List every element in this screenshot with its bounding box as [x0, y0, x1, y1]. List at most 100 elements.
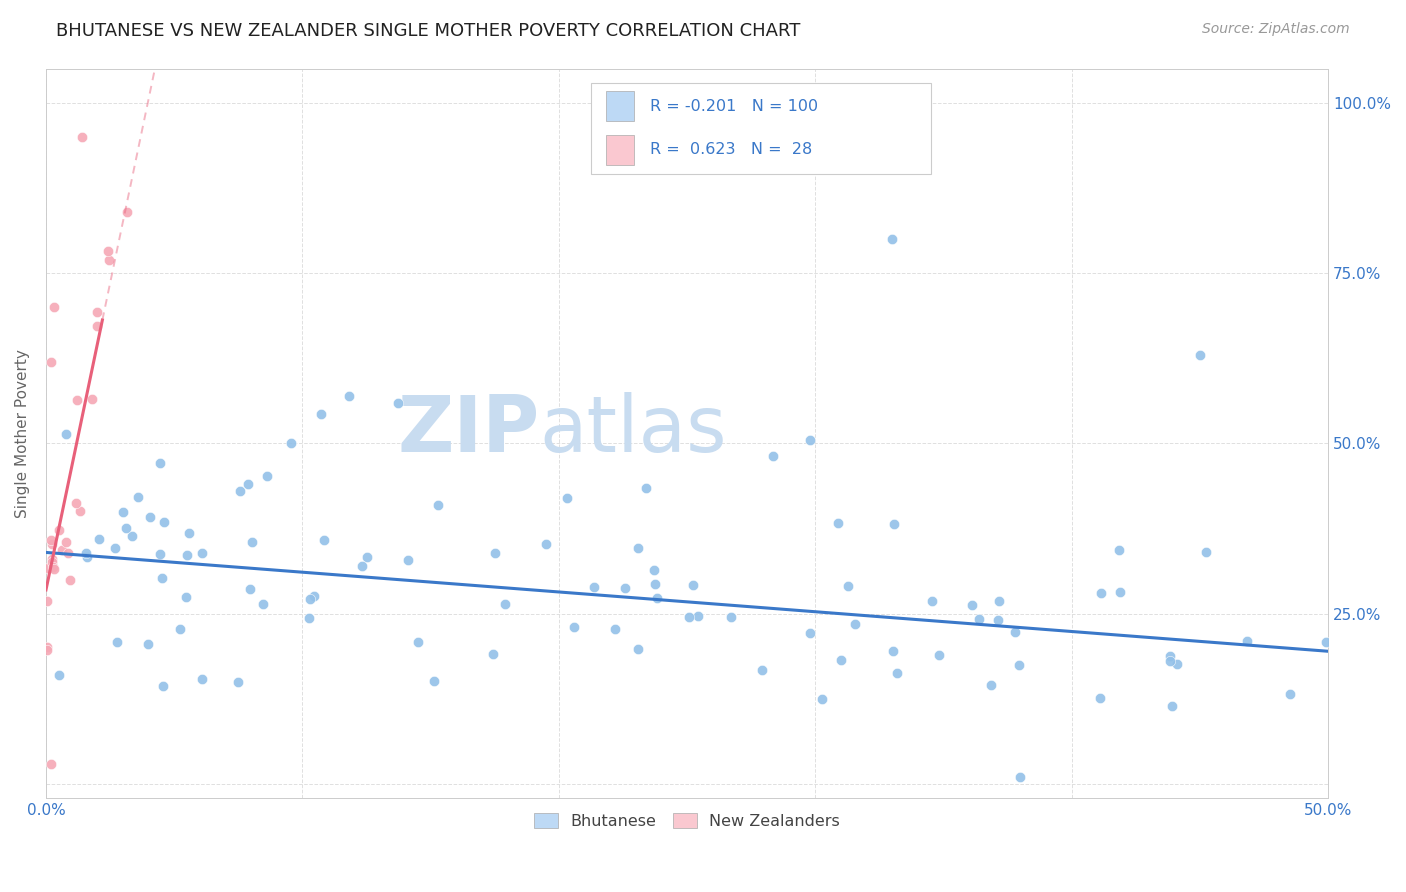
Text: Source: ZipAtlas.com: Source: ZipAtlas.com	[1202, 22, 1350, 37]
Y-axis label: Single Mother Poverty: Single Mother Poverty	[15, 349, 30, 517]
Point	[312, 533, 335, 547]
Point	[153, 515, 176, 529]
Point	[41, 537, 63, 551]
Point	[242, 535, 264, 549]
Point	[1004, 624, 1026, 639]
Point	[149, 547, 172, 561]
Point	[882, 232, 904, 246]
Point	[356, 550, 378, 565]
Point	[751, 663, 773, 677]
Point	[844, 616, 866, 631]
FancyBboxPatch shape	[591, 83, 931, 174]
Point	[720, 610, 742, 624]
Point	[1108, 542, 1130, 557]
Point	[236, 476, 259, 491]
Point	[1161, 699, 1184, 714]
Point	[190, 546, 212, 560]
Point	[678, 609, 700, 624]
Point	[582, 580, 605, 594]
Bar	[606, 135, 634, 165]
Point	[302, 590, 325, 604]
Point	[152, 679, 174, 693]
Point	[482, 648, 505, 662]
Point	[42, 300, 65, 314]
Point	[811, 691, 834, 706]
Point	[1315, 635, 1337, 649]
Point	[149, 456, 172, 470]
Point	[1278, 687, 1301, 701]
Point	[37, 643, 59, 657]
Point	[256, 469, 278, 483]
Point	[967, 612, 990, 626]
Point	[48, 523, 70, 537]
Point	[76, 550, 98, 565]
Text: R =  0.623   N =  28: R = 0.623 N = 28	[650, 143, 813, 157]
Point	[921, 594, 943, 608]
Point	[174, 590, 197, 604]
Point	[150, 571, 173, 585]
Point	[799, 626, 821, 640]
Text: ZIP: ZIP	[398, 392, 540, 467]
Point	[55, 426, 77, 441]
Text: BHUTANESE VS NEW ZEALANDER SINGLE MOTHER POVERTY CORRELATION CHART: BHUTANESE VS NEW ZEALANDER SINGLE MOTHER…	[56, 22, 800, 40]
Text: atlas: atlas	[540, 392, 727, 467]
Point	[1236, 633, 1258, 648]
Point	[799, 434, 821, 448]
Point	[534, 537, 557, 551]
Point	[1188, 348, 1211, 362]
Point	[928, 648, 950, 662]
Point	[69, 504, 91, 518]
Point	[115, 521, 138, 535]
Point	[177, 525, 200, 540]
Point	[41, 552, 63, 566]
Point	[1088, 691, 1111, 706]
Point	[886, 666, 908, 681]
Point	[827, 516, 849, 531]
Point	[66, 393, 89, 408]
Point	[299, 592, 322, 607]
Point	[688, 608, 710, 623]
Point	[337, 389, 360, 403]
Point	[603, 622, 626, 636]
Point	[883, 517, 905, 532]
Point	[1090, 586, 1112, 600]
Point	[987, 594, 1010, 608]
Legend: Bhutanese, New Zealanders: Bhutanese, New Zealanders	[527, 806, 846, 835]
Point	[48, 667, 70, 681]
Point	[37, 640, 59, 654]
Bar	[606, 91, 634, 121]
Point	[298, 611, 321, 625]
Point	[634, 481, 657, 495]
Point	[644, 576, 666, 591]
Point	[682, 578, 704, 592]
Point	[86, 305, 108, 319]
Point	[406, 635, 429, 649]
Point	[39, 354, 62, 368]
Point	[555, 491, 578, 505]
Point	[426, 498, 449, 512]
Point	[1166, 657, 1188, 671]
Point	[627, 641, 650, 656]
Point	[42, 560, 65, 574]
Point	[127, 491, 149, 505]
Point	[562, 620, 585, 634]
Point	[837, 579, 859, 593]
Point	[190, 672, 212, 686]
Point	[226, 675, 249, 690]
Point	[111, 506, 134, 520]
Point	[252, 597, 274, 611]
Point	[65, 495, 87, 509]
Point	[121, 529, 143, 543]
Point	[55, 535, 77, 549]
Point	[762, 450, 785, 464]
Point	[645, 591, 668, 606]
Point	[104, 541, 127, 555]
Point	[176, 548, 198, 562]
Point	[39, 533, 62, 547]
Point	[387, 395, 409, 409]
Point	[830, 653, 852, 667]
Point	[56, 546, 79, 560]
Point	[42, 562, 65, 576]
Point	[115, 205, 138, 219]
Point	[1159, 648, 1181, 663]
